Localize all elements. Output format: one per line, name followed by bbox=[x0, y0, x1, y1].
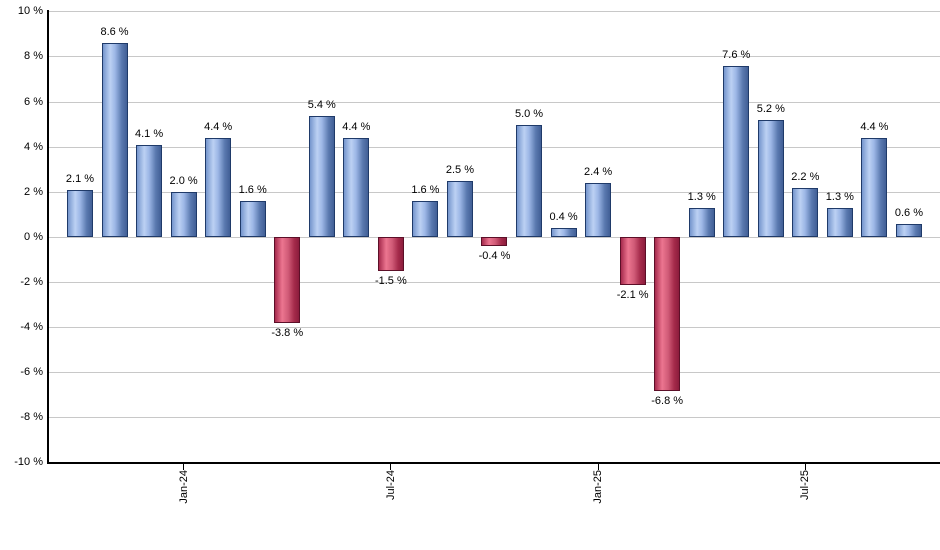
bar-value-label: 0.6 % bbox=[894, 206, 924, 219]
gridline bbox=[49, 101, 940, 103]
bar-Apr-25[interactable] bbox=[688, 207, 715, 238]
bar-value-label: 2.4 % bbox=[584, 166, 613, 179]
bar-Oct-23[interactable] bbox=[67, 189, 93, 238]
gridline bbox=[49, 281, 940, 283]
bar-value-label: -2.1 % bbox=[616, 288, 649, 301]
bar-value-label: 5.2 % bbox=[756, 103, 785, 116]
bar-Sep-24[interactable] bbox=[446, 180, 473, 238]
x-tick-mark bbox=[597, 464, 599, 470]
bar-Aug-25[interactable] bbox=[826, 207, 853, 238]
bar-Feb-25[interactable] bbox=[619, 237, 646, 285]
y-axis-tick-label: -8 % bbox=[20, 411, 43, 424]
bar-Mar-24[interactable] bbox=[239, 201, 266, 238]
y-axis-tick-label: -4 % bbox=[20, 321, 43, 333]
x-axis-tick-label: Jan-25 bbox=[592, 470, 605, 504]
bar-value-label: 1.6 % bbox=[238, 184, 267, 197]
bar-Jul-25[interactable] bbox=[792, 187, 819, 238]
gridline bbox=[49, 191, 940, 193]
y-axis-tick-label: 2 % bbox=[24, 185, 43, 198]
bar-Jun-24[interactable] bbox=[343, 138, 370, 238]
bar-value-label: 1.3 % bbox=[825, 190, 854, 203]
bar-value-label: 4.4 % bbox=[342, 121, 371, 134]
bar-value-label: 1.6 % bbox=[411, 184, 440, 197]
bar-value-label: 4.4 % bbox=[860, 121, 889, 134]
bar-Apr-24[interactable] bbox=[274, 237, 301, 323]
bar-Jan-24[interactable] bbox=[170, 192, 197, 238]
x-axis-line bbox=[47, 462, 940, 464]
bar-value-label: 5.4 % bbox=[307, 98, 336, 111]
bar-Mar-25[interactable] bbox=[654, 237, 681, 391]
bar-Sep-25[interactable] bbox=[861, 138, 888, 238]
y-axis-tick-label: -10 % bbox=[14, 456, 43, 469]
x-tick-mark bbox=[183, 464, 185, 470]
bar-value-label: 0.4 % bbox=[549, 211, 578, 224]
bar-value-label: 2.5 % bbox=[445, 163, 475, 176]
y-axis-tick-label: 0 % bbox=[24, 230, 43, 243]
bar-value-label: -1.5 % bbox=[374, 275, 407, 288]
bar-value-label: 2.0 % bbox=[169, 175, 198, 188]
x-tick-mark bbox=[390, 464, 392, 470]
bar-value-label: 5.0 % bbox=[514, 107, 544, 120]
y-axis-tick-label: 6 % bbox=[24, 95, 43, 108]
bar-May-24[interactable] bbox=[308, 115, 335, 238]
bar-Feb-24[interactable] bbox=[205, 138, 232, 238]
bar-Dec-24[interactable] bbox=[550, 228, 577, 238]
x-axis-tick-label: Jan-24 bbox=[177, 470, 190, 504]
x-tick-mark bbox=[804, 464, 806, 470]
gridline bbox=[49, 56, 940, 58]
bar-value-label: 4.4 % bbox=[204, 121, 233, 134]
bar-Nov-24[interactable] bbox=[516, 124, 543, 238]
bar-Nov-23[interactable] bbox=[101, 43, 128, 238]
gridline bbox=[49, 417, 940, 419]
y-axis-tick-label: 10 % bbox=[17, 5, 43, 18]
bar-Oct-25[interactable] bbox=[895, 223, 922, 238]
y-axis-tick-label: -2 % bbox=[20, 275, 43, 288]
bar-Dec-23[interactable] bbox=[136, 144, 163, 238]
bar-Aug-24[interactable] bbox=[412, 201, 439, 238]
bar-value-label: -3.8 % bbox=[271, 326, 304, 339]
bar-value-label: 2.2 % bbox=[791, 170, 820, 183]
bar-May-25[interactable] bbox=[723, 65, 750, 238]
y-axis-tick-label: -6 % bbox=[20, 366, 43, 379]
x-axis-tick-label: Jul-24 bbox=[384, 470, 397, 500]
y-axis-tick-label: 8 % bbox=[24, 50, 43, 63]
bar-value-label: -6.8 % bbox=[651, 394, 684, 407]
gridline bbox=[49, 372, 940, 374]
bar-Jun-25[interactable] bbox=[757, 120, 784, 238]
bar-value-label: 8.6 % bbox=[100, 26, 129, 39]
gridline bbox=[49, 327, 940, 328]
y-axis-line bbox=[47, 10, 49, 464]
bar-value-label: 1.3 % bbox=[687, 190, 716, 203]
gridline bbox=[49, 146, 940, 148]
bar-value-label: 2.1 % bbox=[65, 172, 95, 185]
bar-value-label: 4.1 % bbox=[135, 127, 164, 140]
y-axis-tick-label: 4 % bbox=[24, 140, 43, 153]
x-axis-tick-label: Jul-25 bbox=[799, 470, 812, 500]
bar-Oct-24[interactable] bbox=[481, 237, 508, 247]
bar-value-label: -0.4 % bbox=[478, 250, 511, 263]
gridline bbox=[49, 11, 940, 13]
bar-Jul-24[interactable] bbox=[377, 237, 404, 272]
bar-Jan-25[interactable] bbox=[585, 183, 612, 238]
bar-value-label: 7.6 % bbox=[722, 48, 751, 61]
